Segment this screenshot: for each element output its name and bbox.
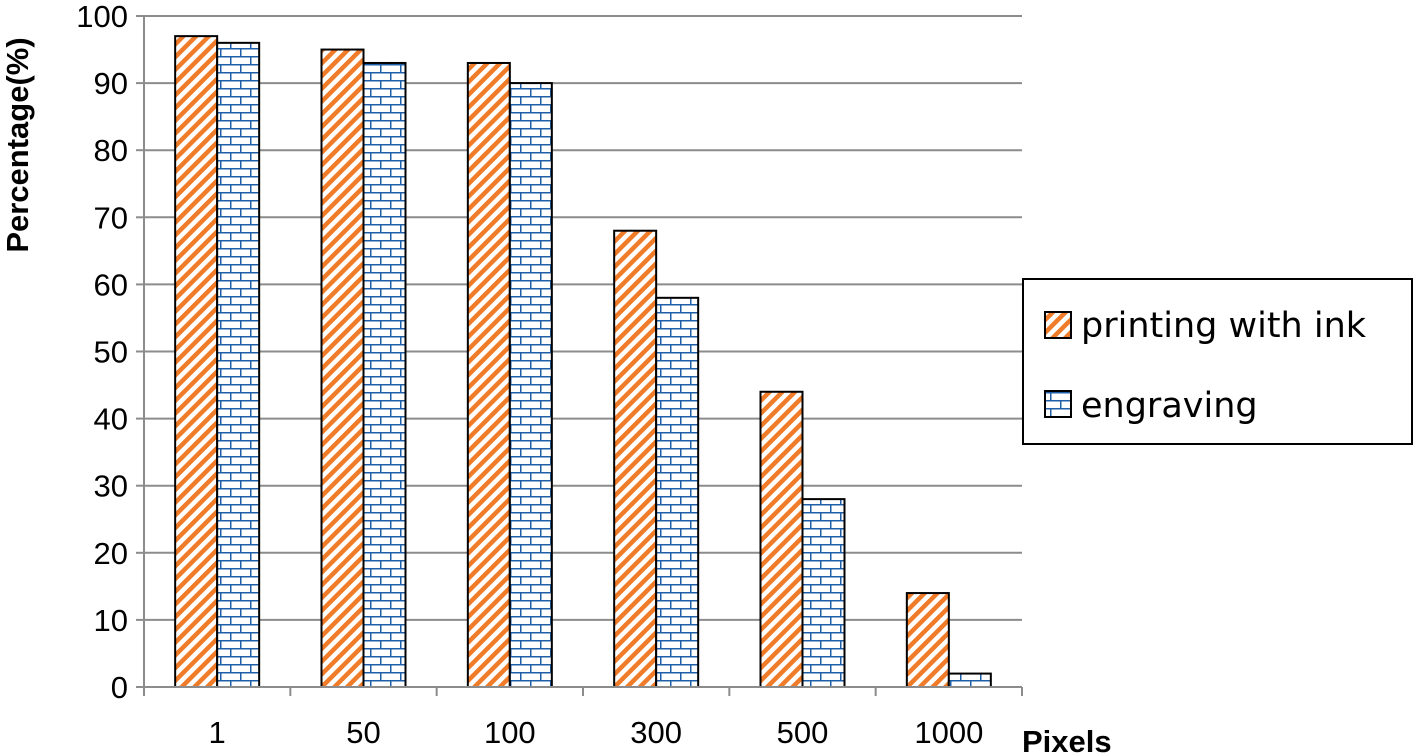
y-tick-label: 0 bbox=[111, 670, 128, 705]
bar-engraving-1 bbox=[216, 41, 261, 688]
legend: printing with ink engraving bbox=[1022, 278, 1413, 445]
y-axis-title: Percentage(%) bbox=[0, 37, 35, 252]
bar-engraving-50 bbox=[362, 61, 407, 689]
bar-printing-with-ink-100 bbox=[466, 61, 511, 689]
y-tick-label: 80 bbox=[94, 133, 128, 168]
y-tick-label: 20 bbox=[94, 536, 128, 571]
y-tick-label: 30 bbox=[94, 469, 128, 504]
gridlines bbox=[144, 15, 1022, 621]
legend-label-engraving: engraving bbox=[1081, 386, 1258, 426]
bar-printing-with-ink-500 bbox=[759, 390, 804, 688]
x-tick-label-500: 500 bbox=[777, 715, 829, 750]
bar-printing-with-ink-50 bbox=[320, 48, 365, 689]
y-tick-label: 60 bbox=[94, 267, 128, 302]
legend-label-printing-with-ink: printing with ink bbox=[1081, 306, 1367, 346]
axes bbox=[136, 15, 1023, 696]
legend-swatch-engraving bbox=[1044, 390, 1072, 418]
legend-box bbox=[1022, 278, 1413, 445]
bar-printing-with-ink-1000 bbox=[905, 592, 950, 688]
bar-engraving-1000 bbox=[947, 672, 992, 689]
y-tick-labels: 0 10 20 30 40 50 60 70 80 90 100 bbox=[76, 0, 128, 705]
bar-printing-with-ink-1 bbox=[174, 35, 219, 688]
y-tick-label: 10 bbox=[94, 603, 128, 638]
x-tick-label-50: 50 bbox=[346, 715, 380, 750]
y-tick-label: 100 bbox=[76, 0, 128, 34]
x-tick-labels: 1 50 100 300 500 1000 bbox=[209, 715, 984, 750]
bar-engraving-100 bbox=[508, 82, 553, 689]
bar-printing-with-ink-300 bbox=[613, 229, 658, 688]
legend-swatch-printing-with-ink bbox=[1044, 311, 1072, 339]
bars bbox=[174, 35, 992, 689]
x-tick-label-100: 100 bbox=[484, 715, 536, 750]
y-tick-label: 90 bbox=[94, 66, 128, 101]
x-tick-label-300: 300 bbox=[630, 715, 682, 750]
y-tick-label: 40 bbox=[94, 402, 128, 437]
x-tick-label-1: 1 bbox=[209, 715, 226, 750]
y-tick-label: 50 bbox=[94, 335, 128, 370]
bar-engraving-300 bbox=[655, 296, 700, 688]
bar-engraving-500 bbox=[801, 498, 846, 688]
x-tick-label-1000: 1000 bbox=[914, 715, 983, 750]
x-axis-title: Pixels bbox=[1022, 724, 1112, 756]
y-tick-label: 70 bbox=[94, 200, 128, 235]
